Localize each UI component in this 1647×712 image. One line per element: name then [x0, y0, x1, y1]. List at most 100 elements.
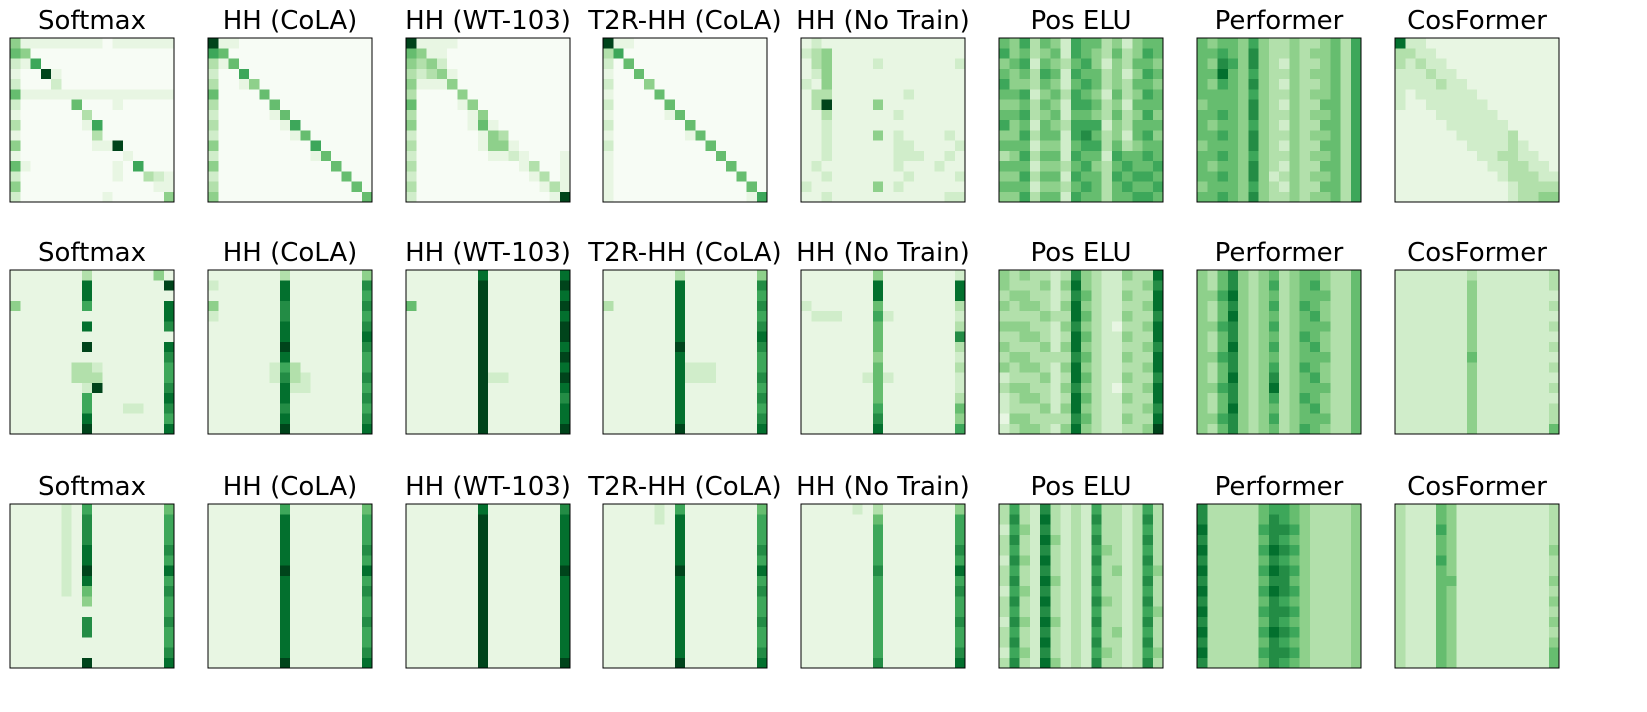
heatmap-cell [1425, 68, 1437, 80]
heatmap-cell [30, 321, 42, 332]
heatmap-cell [872, 321, 884, 332]
heatmap-cell [603, 150, 614, 162]
heatmap-cell [644, 99, 655, 111]
heatmap-cell [447, 372, 458, 384]
heatmap-cell [341, 382, 352, 394]
heatmap-cell [447, 393, 458, 404]
heatmap-cell [133, 545, 144, 556]
heatmap-cell [498, 99, 509, 111]
heatmap-cell [1152, 321, 1164, 332]
heatmap-cell [518, 140, 530, 152]
heatmap-cell [331, 120, 342, 131]
heatmap-cell [508, 555, 520, 566]
heatmap-cell [1207, 161, 1218, 172]
heatmap-cell [801, 372, 812, 384]
heatmap-cell [133, 150, 144, 162]
heatmap-cell [705, 321, 717, 332]
heatmap-cell [821, 300, 833, 312]
heatmap-cell [924, 382, 935, 394]
heatmap-cell [1330, 130, 1341, 141]
heatmap-cell [20, 545, 31, 556]
heatmap-cell [426, 150, 438, 162]
heatmap-cell [1507, 58, 1519, 70]
heatmap-cell [467, 382, 479, 394]
heatmap-cell [320, 524, 332, 536]
heatmap-cell [999, 79, 1010, 90]
heatmap-cell [300, 637, 311, 648]
heatmap-cell [341, 575, 352, 587]
heatmap-cell [1456, 331, 1468, 343]
heatmap-cell [351, 362, 363, 373]
heatmap-cell [1436, 38, 1447, 49]
heatmap-cell [664, 130, 676, 141]
heatmap-cell [320, 300, 332, 312]
heatmap-cell [406, 534, 417, 546]
heatmap-cell [30, 362, 42, 373]
heatmap-cell [498, 270, 509, 281]
heatmap-cell [447, 352, 458, 363]
heatmap-cell [623, 89, 635, 100]
heatmap-cell [498, 321, 509, 332]
heatmap-cell [1548, 161, 1560, 172]
heatmap-cell [361, 413, 373, 425]
heatmap-cell [1081, 161, 1092, 172]
heatmap-cell [163, 321, 175, 332]
heatmap-cell [143, 423, 154, 435]
heatmap-cell [112, 79, 124, 90]
heatmap-cell [801, 413, 812, 425]
heatmap-cell [208, 504, 219, 515]
heatmap-cell [862, 403, 874, 414]
heatmap-cell [1477, 393, 1488, 404]
heatmap-cell [821, 48, 833, 59]
heatmap-cell [1122, 68, 1133, 80]
heatmap-cell [102, 181, 113, 193]
heatmap-cell [549, 555, 561, 566]
heatmap-cell [112, 140, 124, 152]
heatmap-cell [715, 413, 727, 425]
heatmap-cell [10, 606, 21, 618]
heatmap-cell [1415, 393, 1427, 404]
heatmap-cell [1518, 372, 1529, 384]
heatmap-cell [351, 191, 363, 203]
heatmap-cell [279, 68, 291, 80]
heatmap-cell [477, 514, 489, 525]
heatmap-cell [1050, 120, 1061, 131]
heatmap-cell [1528, 161, 1539, 172]
heatmap-cell [122, 372, 134, 384]
heatmap-cell [331, 331, 342, 343]
heatmap-cell [259, 545, 270, 556]
heatmap-cell [872, 161, 884, 172]
heatmap-cell [426, 586, 438, 597]
heatmap-cell [1497, 393, 1509, 404]
heatmap-cell [954, 280, 966, 291]
heatmap-cell [924, 58, 935, 70]
heatmap-cell [61, 270, 72, 281]
heatmap-cell [1207, 150, 1218, 162]
heatmap-cell [112, 290, 124, 302]
heatmap-cell [153, 565, 165, 577]
heatmap-cell [1040, 341, 1051, 353]
panel-title: HH (No Train) [796, 6, 970, 36]
heatmap-cell [726, 514, 737, 525]
heatmap-cell [228, 38, 240, 49]
heatmap-cell [122, 565, 134, 577]
heatmap-cell [1320, 181, 1331, 193]
heatmap-cell [603, 161, 614, 172]
heatmap-cell [872, 331, 884, 343]
heatmap-cell [842, 311, 853, 322]
heatmap-cell [893, 130, 904, 141]
heatmap-cell [426, 565, 438, 577]
heatmap-cell [1456, 109, 1468, 121]
heatmap-cell [1350, 171, 1362, 182]
heatmap-cell [664, 341, 676, 353]
heatmap-cell [1060, 99, 1072, 111]
heatmap-cell [61, 352, 72, 363]
heatmap-cell [1227, 109, 1239, 121]
heatmap-cell [310, 58, 322, 70]
heatmap-cell [269, 555, 281, 566]
heatmap-cell [1122, 290, 1133, 302]
heatmap-cell [1009, 99, 1020, 111]
heatmap-cell [1487, 270, 1498, 281]
heatmap-cell [1395, 403, 1406, 414]
heatmap-cell [143, 524, 154, 536]
